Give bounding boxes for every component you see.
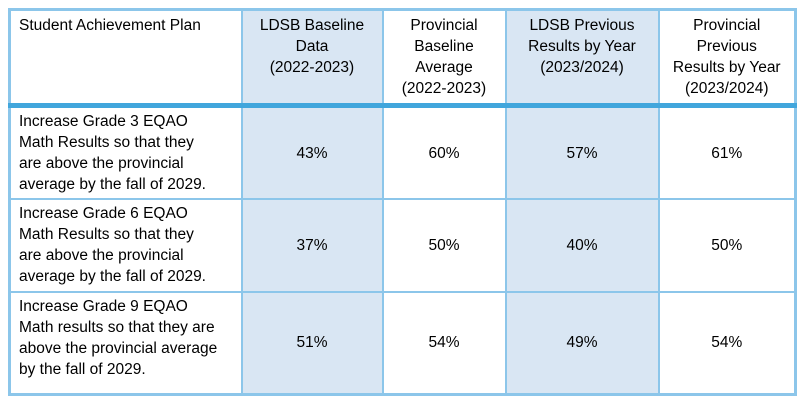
table-row-grade-3: Increase Grade 3 EQAO Math Results so th… xyxy=(8,104,797,200)
goal-grade-9: Increase Grade 9 EQAO Math results so th… xyxy=(8,291,243,395)
table-header-row: Student Achievement Plan LDSB Baseline D… xyxy=(8,8,797,108)
value-grade3-provincial-previous: 61% xyxy=(657,104,797,200)
value-grade9-provincial-previous: 54% xyxy=(657,291,797,395)
value-grade6-ldsb-previous: 40% xyxy=(504,198,660,293)
value-grade6-provincial-baseline: 50% xyxy=(381,198,507,293)
header-student-achievement-plan: Student Achievement Plan xyxy=(8,8,243,108)
header-ldsb-previous-results: LDSB Previous Results by Year (2023/2024… xyxy=(504,8,660,108)
value-grade9-ldsb-previous: 49% xyxy=(504,291,660,395)
value-grade9-provincial-baseline: 54% xyxy=(381,291,507,395)
value-grade3-provincial-baseline: 60% xyxy=(381,104,507,200)
value-grade3-ldsb-baseline: 43% xyxy=(240,104,384,200)
header-ldsb-baseline-data: LDSB Baseline Data (2022-2023) xyxy=(240,8,384,108)
value-grade9-ldsb-baseline: 51% xyxy=(240,291,384,395)
value-grade6-ldsb-baseline: 37% xyxy=(240,198,384,293)
header-provincial-previous-results: Provincial Previous Results by Year (202… xyxy=(657,8,797,108)
goal-grade-6: Increase Grade 6 EQAO Math Results so th… xyxy=(8,198,243,293)
table-row-grade-6: Increase Grade 6 EQAO Math Results so th… xyxy=(8,198,797,293)
table-row-grade-9: Increase Grade 9 EQAO Math results so th… xyxy=(8,291,797,395)
achievement-table: Student Achievement Plan LDSB Baseline D… xyxy=(8,8,797,396)
value-grade6-provincial-previous: 50% xyxy=(657,198,797,293)
header-provincial-baseline-average: Provincial Baseline Average (2022-2023) xyxy=(381,8,507,108)
goal-grade-3: Increase Grade 3 EQAO Math Results so th… xyxy=(8,104,243,200)
value-grade3-ldsb-previous: 57% xyxy=(504,104,660,200)
